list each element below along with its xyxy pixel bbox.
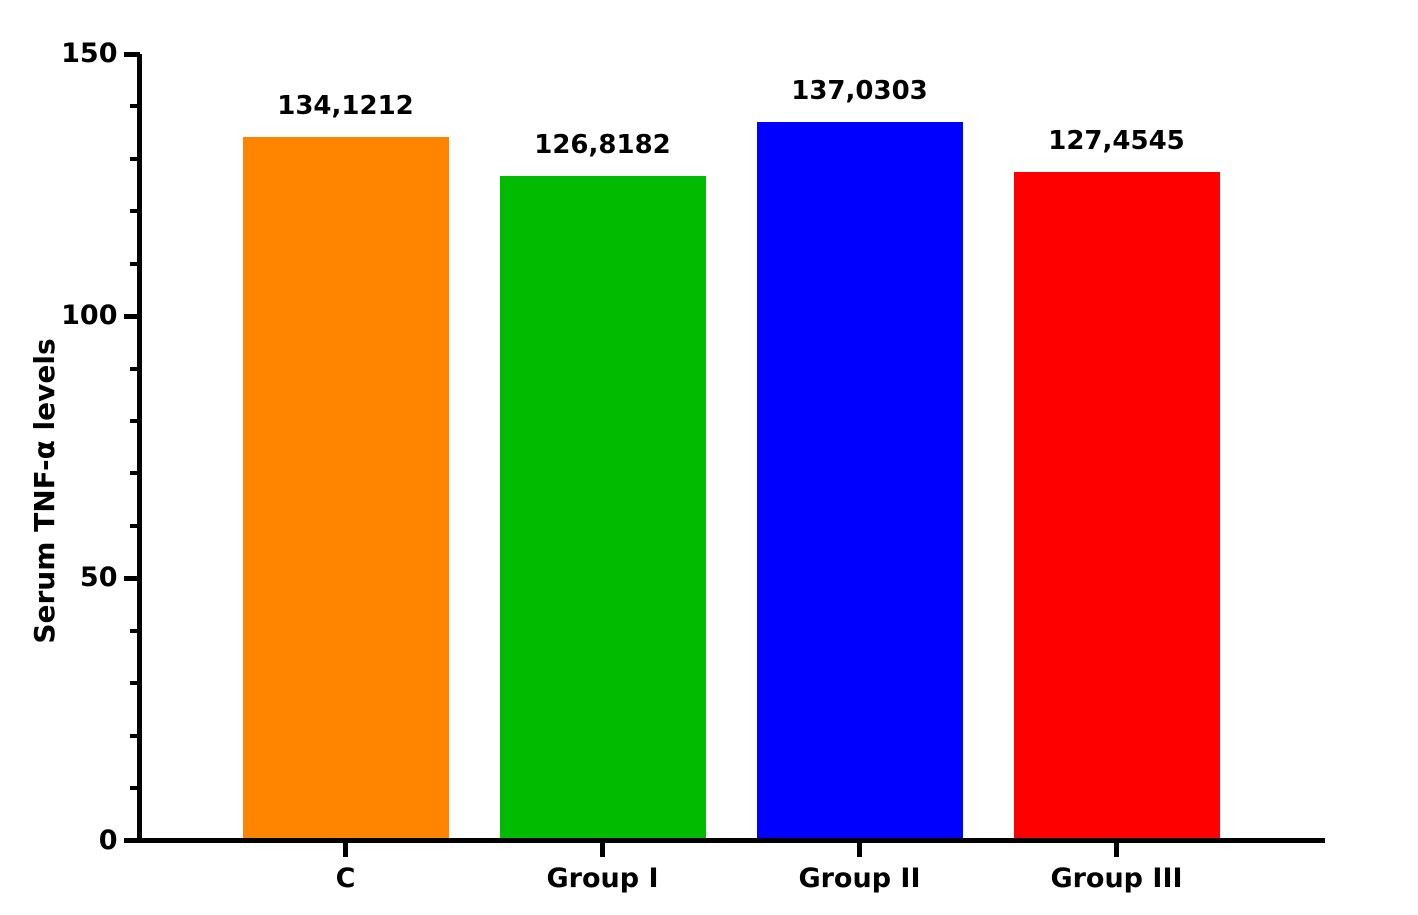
y-axis-minor-tick (129, 733, 140, 738)
y-axis-minor-tick (129, 523, 140, 528)
x-axis-tick (600, 843, 605, 857)
x-axis-tick (1114, 843, 1119, 857)
x-axis-category-label: Group I (546, 863, 659, 894)
y-axis-minor-tick (129, 156, 140, 161)
y-axis-tick-label: 150 (61, 38, 118, 69)
x-axis-line (137, 838, 1325, 843)
x-axis-tick (857, 843, 862, 857)
y-axis-minor-tick (129, 209, 140, 214)
y-axis-major-tick (123, 313, 140, 319)
y-axis-tick-label: 50 (79, 562, 118, 594)
y-axis-line (137, 54, 142, 843)
y-axis-major-tick (123, 838, 140, 843)
y-axis-minor-tick (129, 104, 140, 109)
y-axis-minor-tick (129, 786, 140, 791)
bar-value-label: 134,1212 (277, 91, 414, 122)
x-axis-category-label: Group II (798, 863, 921, 894)
y-axis-minor-tick (129, 681, 140, 686)
bar-value-label: 127,4545 (1048, 126, 1185, 157)
y-axis-minor-tick (129, 261, 140, 266)
y-axis-minor-tick (129, 366, 140, 371)
y-axis-tick-label: 100 (61, 300, 118, 332)
bar-group-ii (756, 122, 963, 843)
x-axis-tick (343, 843, 348, 857)
y-axis-minor-tick (129, 471, 140, 476)
x-axis-category-label: Group III (1050, 863, 1183, 894)
y-axis-tick-label: 0 (98, 824, 118, 856)
bar-value-label: 126,8182 (534, 129, 671, 160)
bar-group-i (499, 175, 706, 843)
y-axis-major-tick (123, 575, 140, 581)
y-axis-minor-tick (129, 419, 140, 424)
y-axis-major-tick (123, 51, 140, 57)
bar-c (242, 137, 449, 843)
x-axis-category-label: C (335, 863, 356, 894)
bar-group-iii (1013, 172, 1220, 843)
y-axis-minor-tick (129, 628, 140, 633)
bar-value-label: 137,0303 (791, 76, 928, 106)
